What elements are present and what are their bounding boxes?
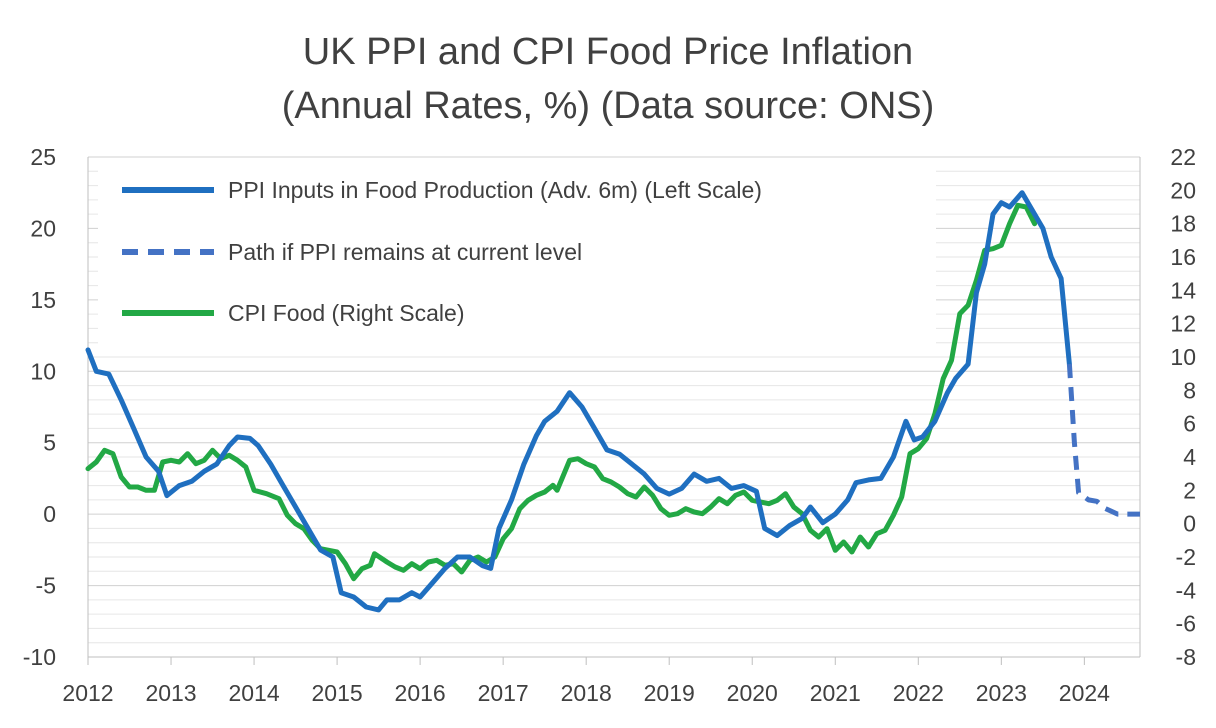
right-tick-label: 8 xyxy=(1183,377,1196,403)
series-line-0 xyxy=(85,190,1072,613)
right-tick-label: -2 xyxy=(1176,544,1196,570)
left-tick-label: 25 xyxy=(30,144,56,170)
x-tick-label: 2022 xyxy=(893,680,944,706)
right-tick-label: -8 xyxy=(1176,644,1196,670)
x-tick-label: 2019 xyxy=(644,680,695,706)
x-tick-label: 2012 xyxy=(62,680,113,706)
chart-subtitle: (Annual Rates, %) (Data source: ONS) xyxy=(281,85,935,127)
series-line-2 xyxy=(85,202,1038,582)
legend-label-ppi: PPI Inputs in Food Production (Adv. 6m) … xyxy=(228,177,762,203)
x-axis-ticks: 2012 2013 2014 2015 2016 2017 2018 2019 2020 2021… xyxy=(62,657,1110,706)
right-tick-label: 16 xyxy=(1170,244,1196,270)
axes xyxy=(87,157,1141,658)
left-tick-label: 0 xyxy=(43,501,56,527)
gridlines xyxy=(88,156,1140,658)
left-tick-label: 15 xyxy=(30,287,56,313)
left-tick-label: 20 xyxy=(30,215,56,241)
x-tick-label: 2018 xyxy=(561,680,612,706)
legend-label-cpi: CPI Food (Right Scale) xyxy=(228,300,464,326)
left-tick-label: -5 xyxy=(36,573,56,599)
right-tick-label: 12 xyxy=(1170,311,1196,337)
x-tick-label: 2014 xyxy=(228,680,279,706)
right-tick-label: 10 xyxy=(1170,344,1196,370)
series-group xyxy=(85,190,1140,613)
right-tick-label: 22 xyxy=(1170,144,1196,170)
right-tick-label: 4 xyxy=(1183,444,1196,470)
x-tick-label: 2015 xyxy=(312,680,363,706)
series-line-1 xyxy=(1066,363,1140,517)
left-axis-ticks: 25 20 15 10 5 0 -5 -10 xyxy=(23,144,56,670)
x-tick-label: 2021 xyxy=(810,680,861,706)
right-tick-label: 6 xyxy=(1183,411,1196,437)
right-tick-label: 20 xyxy=(1170,177,1196,203)
right-tick-label: 14 xyxy=(1170,277,1196,303)
x-tick-label: 2016 xyxy=(395,680,446,706)
legend-label-path: Path if PPI remains at current level xyxy=(228,239,582,265)
x-tick-label: 2020 xyxy=(727,680,778,706)
x-tick-label: 2023 xyxy=(976,680,1027,706)
right-tick-label: 18 xyxy=(1170,211,1196,237)
x-tick-label: 2017 xyxy=(478,680,529,706)
right-tick-label: -4 xyxy=(1176,577,1197,603)
left-tick-label: 10 xyxy=(30,358,56,384)
x-tick-label: 2024 xyxy=(1059,680,1110,706)
right-tick-label: -6 xyxy=(1176,611,1196,637)
right-tick-label: 2 xyxy=(1183,477,1196,503)
legend-box xyxy=(98,166,936,346)
right-tick-label: 0 xyxy=(1183,511,1196,537)
chart-title: UK PPI and CPI Food Price Inflation xyxy=(302,31,914,73)
x-tick-label: 2013 xyxy=(145,680,196,706)
left-tick-label: 5 xyxy=(43,430,56,456)
legend: PPI Inputs in Food Production (Adv. 6m) … xyxy=(98,166,936,346)
left-tick-label: -10 xyxy=(23,644,56,670)
